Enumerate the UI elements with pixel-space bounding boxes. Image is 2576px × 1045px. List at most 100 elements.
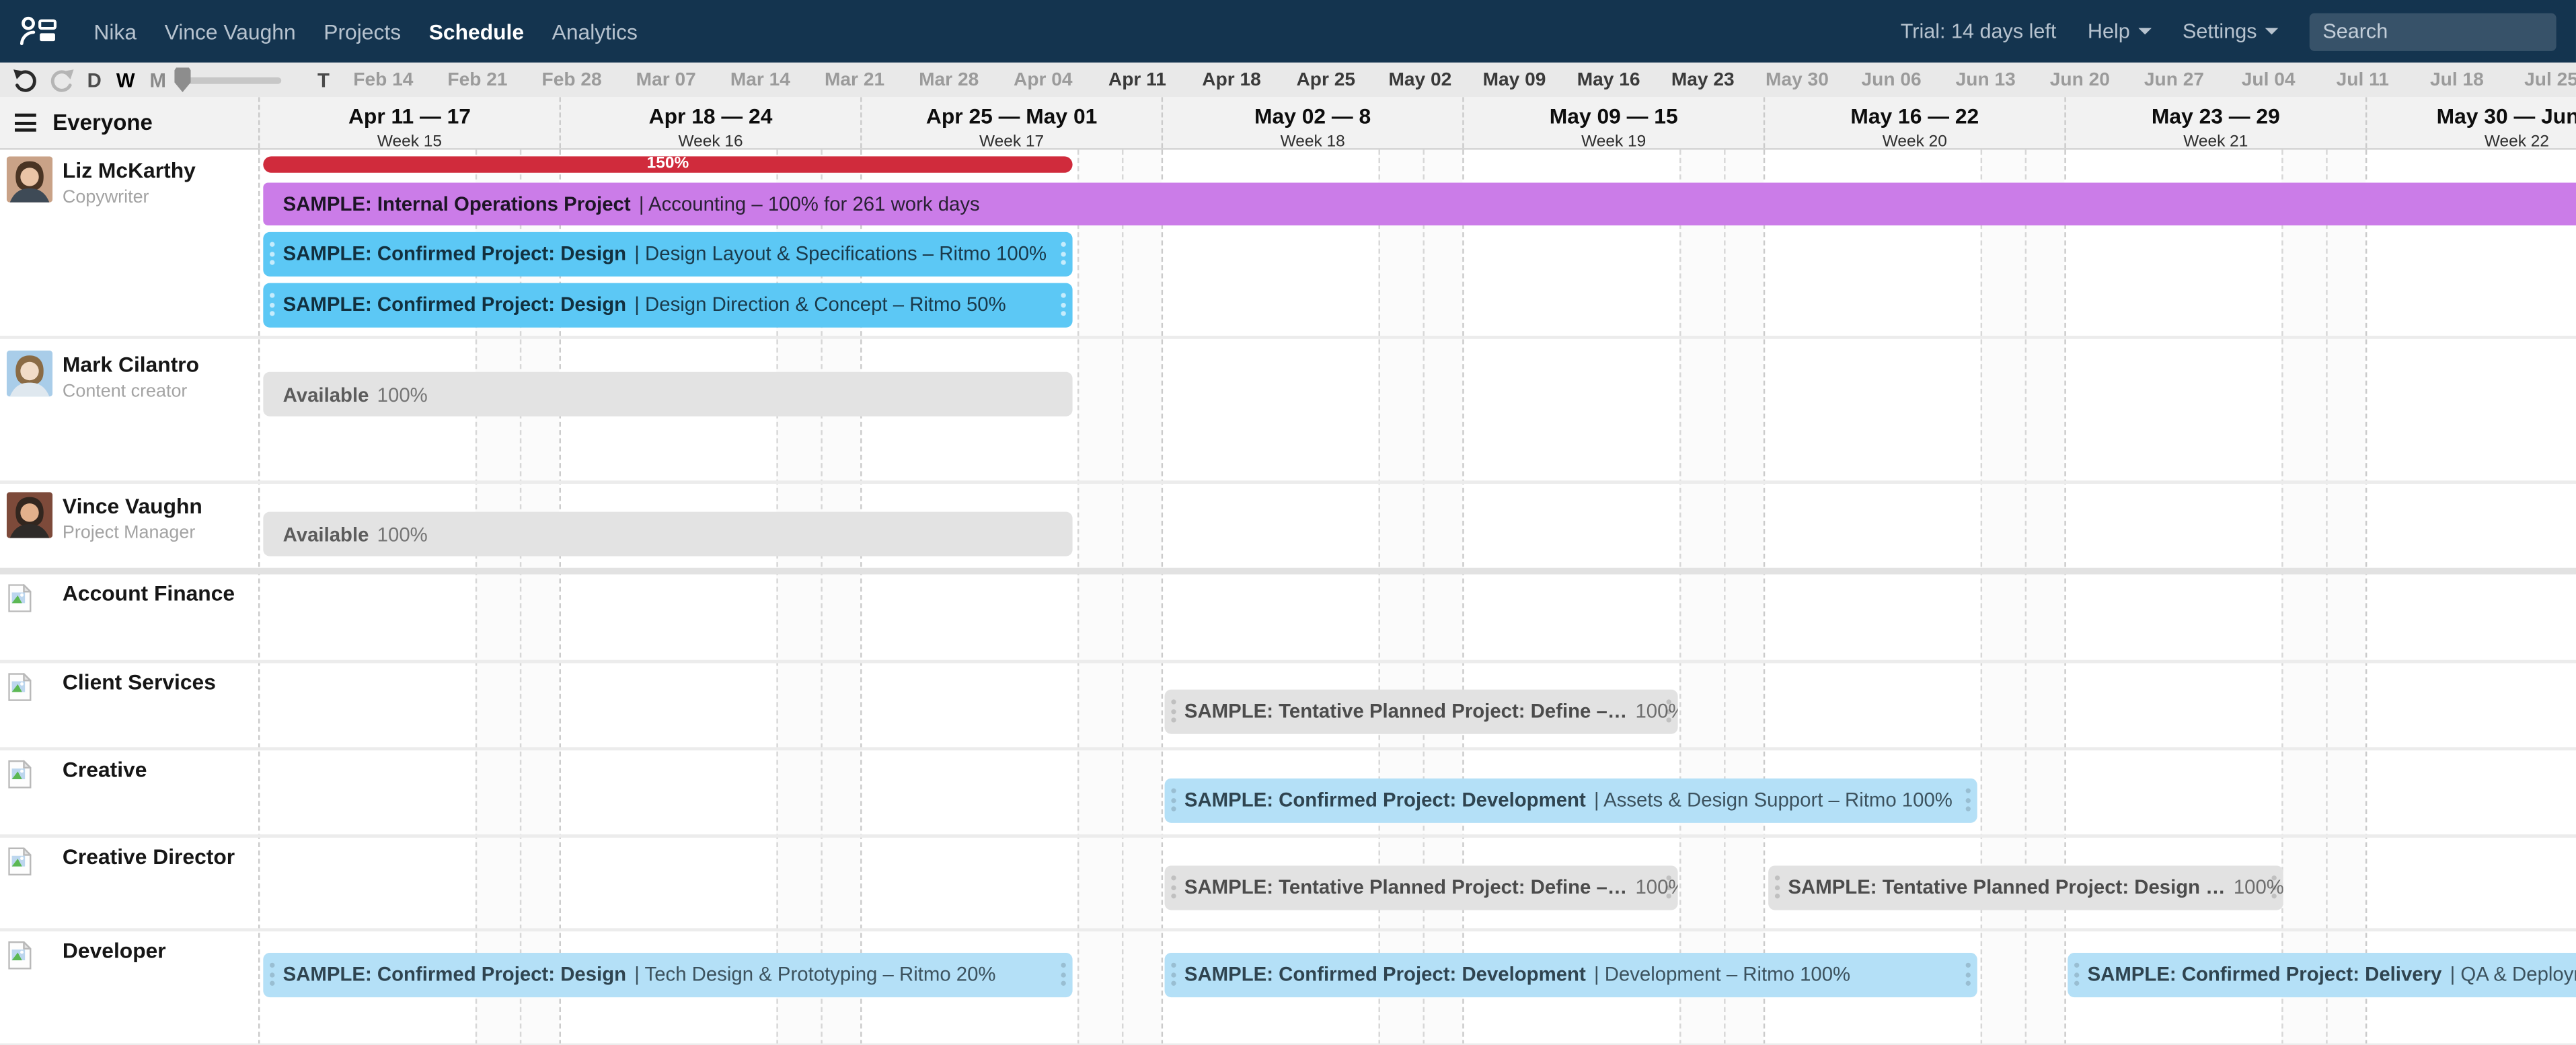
settings-menu[interactable]: Settings — [2183, 20, 2279, 43]
toolbar-date[interactable]: Jul 18 — [2430, 69, 2484, 90]
drag-handle-icon[interactable] — [270, 293, 275, 316]
toolbar-date[interactable]: Jul 25 — [2524, 69, 2576, 90]
toolbar-date[interactable]: May 23 — [1671, 69, 1735, 90]
week-number: Week 19 — [1581, 133, 1646, 149]
toolbar-date[interactable]: Apr 04 — [1014, 69, 1073, 90]
drag-handle-icon[interactable] — [1666, 699, 1671, 723]
week-number: Week 20 — [1882, 133, 1947, 149]
department-cell-client-services[interactable]: Client Services — [0, 663, 258, 747]
task-bar[interactable]: SAMPLE: Tentative Planned Project: Defin… — [1164, 865, 1678, 910]
toolbar-date[interactable]: Mar 07 — [636, 69, 696, 90]
task-bar[interactable]: SAMPLE: Confirmed Project: Development | … — [1164, 777, 1977, 822]
person-cell-liz-mckarthy[interactable]: Liz McKarthy Copywriter — [0, 150, 258, 335]
nav-item-projects[interactable]: Projects — [324, 19, 402, 44]
week-number: Week 17 — [979, 133, 1045, 149]
week-header: May 02 — 8 Week 18 — [1161, 98, 1463, 149]
nav-item-analytics[interactable]: Analytics — [552, 19, 638, 44]
toolbar-date[interactable]: May 30 — [1766, 69, 1829, 90]
drag-handle-icon[interactable] — [270, 962, 275, 986]
department-cell-creative[interactable]: Creative — [0, 750, 258, 834]
task-bar[interactable]: SAMPLE: Confirmed Project: Development | … — [1164, 951, 1977, 997]
chevron-down-icon — [2137, 28, 2152, 35]
drag-handle-icon[interactable] — [2271, 875, 2277, 899]
toolbar-date[interactable]: Mar 14 — [730, 69, 790, 90]
week-header: Apr 18 — 24 Week 16 — [559, 98, 861, 149]
toolbar-date[interactable]: Feb 21 — [447, 69, 508, 90]
task-bar[interactable]: SAMPLE: Tentative Planned Project: Desig… — [1768, 865, 2283, 910]
week-column — [2365, 149, 2576, 1045]
drag-handle-icon[interactable] — [2074, 962, 2080, 986]
availability-bar[interactable]: Available 100% — [263, 371, 1073, 417]
toolbar-date[interactable]: Jun 27 — [2144, 69, 2205, 90]
toolbar-date[interactable]: Mar 28 — [919, 69, 979, 90]
department-cell-account-finance[interactable]: Account Finance — [0, 573, 258, 659]
broken-image-icon — [8, 672, 33, 709]
schedule-row-creative-director: Creative Director SAMPLE: Tentative Plann… — [0, 837, 2576, 931]
group-selector[interactable]: Everyone — [0, 98, 258, 148]
drag-handle-icon[interactable] — [1171, 788, 1176, 812]
task-bar[interactable]: SAMPLE: Confirmed Project: Design | Desig… — [263, 282, 1073, 327]
view-mode-m[interactable]: M — [149, 68, 167, 92]
week-header: May 30 — Jun 0 Week 22 — [2365, 98, 2576, 149]
toolbar-date[interactable]: May 02 — [1388, 69, 1452, 90]
menu-icon[interactable] — [15, 113, 36, 133]
toolbar-date[interactable]: Apr 25 — [1296, 69, 1356, 90]
search-input[interactable] — [2309, 12, 2556, 50]
drag-handle-icon[interactable] — [1061, 962, 1066, 986]
toolbar-date[interactable]: Feb 28 — [541, 69, 602, 90]
toolbar-date[interactable]: Apr 18 — [1202, 69, 1261, 90]
app-logo-icon[interactable] — [20, 15, 57, 48]
toolbar-date[interactable]: Apr 11 — [1108, 69, 1166, 90]
department-name: Developer — [62, 937, 166, 962]
drag-handle-icon[interactable] — [1774, 875, 1780, 899]
drag-handle-icon[interactable] — [1061, 242, 1066, 265]
help-menu[interactable]: Help — [2088, 20, 2152, 43]
avatar — [6, 491, 53, 538]
department-cell-creative-director[interactable]: Creative Director — [0, 837, 258, 928]
view-mode-w[interactable]: W — [116, 68, 135, 92]
undo-icon[interactable] — [11, 66, 38, 92]
weekend-shade — [1679, 149, 1763, 1045]
toolbar-date[interactable]: Feb 14 — [353, 69, 414, 90]
toolbar-date[interactable]: Jun 13 — [1955, 69, 2016, 90]
department-cell-developer[interactable]: Developer — [0, 931, 258, 1042]
zoom-slider-track[interactable] — [179, 77, 282, 83]
drag-handle-icon[interactable] — [1171, 699, 1176, 723]
week-header: May 09 — 15 Week 19 — [1462, 98, 1764, 149]
view-mode-d[interactable]: D — [87, 68, 102, 92]
drag-handle-icon[interactable] — [1171, 962, 1176, 986]
redo-icon[interactable] — [49, 66, 75, 92]
schedule-row-liz-mckarthy: Liz McKarthy Copywriter 150% SAMPLE: Intern… — [0, 150, 2576, 338]
toolbar-date[interactable]: Mar 21 — [824, 69, 885, 90]
availability-bar[interactable]: Available 100% — [263, 511, 1073, 556]
task-bar[interactable]: SAMPLE: Confirmed Project: Delivery | QA … — [2068, 951, 2576, 997]
person-cell-vince-vaughn[interactable]: Vince Vaughn Project Manager — [0, 483, 258, 567]
zoom-slider[interactable] — [171, 63, 286, 98]
task-bar[interactable]: SAMPLE: Confirmed Project: Design | Tech … — [263, 951, 1073, 997]
task-bar[interactable]: SAMPLE: Tentative Planned Project: Defin… — [1164, 688, 1678, 733]
schedule-grid: Liz McKarthy Copywriter 150% SAMPLE: Intern… — [0, 149, 2576, 1045]
nav-item-schedule[interactable]: Schedule — [428, 19, 525, 44]
toolbar-date[interactable]: Jul 04 — [2241, 69, 2296, 90]
week-number: Week 22 — [2484, 133, 2549, 149]
drag-handle-icon[interactable] — [1965, 962, 1971, 986]
task-bar[interactable]: SAMPLE: Confirmed Project: Design | Desig… — [263, 231, 1073, 276]
nav-left: Nika Vince Vaughn Projects Schedule Analytic… — [20, 15, 638, 48]
drag-handle-icon[interactable] — [1061, 293, 1066, 316]
drag-handle-icon[interactable] — [1965, 788, 1971, 812]
drag-handle-icon[interactable] — [1666, 875, 1671, 899]
schedule-row-mark-cilantro: Mark Cilantro Content creator Available 100… — [0, 338, 2576, 483]
nav-item-vince-vaughn[interactable]: Vince Vaughn — [164, 19, 296, 44]
toolbar-date[interactable]: Jul 11 — [2336, 69, 2389, 90]
today-button[interactable]: T — [317, 68, 330, 92]
drag-handle-icon[interactable] — [1171, 875, 1176, 899]
nav-item-nika[interactable]: Nika — [93, 19, 137, 44]
person-cell-mark-cilantro[interactable]: Mark Cilantro Content creator — [0, 338, 258, 480]
toolbar-date[interactable]: May 16 — [1577, 69, 1640, 90]
overload-indicator[interactable]: 150% — [263, 156, 1073, 173]
toolbar-date[interactable]: May 09 — [1482, 69, 1546, 90]
toolbar-date[interactable]: Jun 20 — [2049, 69, 2110, 90]
toolbar-date[interactable]: Jun 06 — [1861, 69, 1922, 90]
task-bar[interactable]: SAMPLE: Internal Operations Project | Acc… — [263, 182, 2576, 226]
drag-handle-icon[interactable] — [270, 242, 275, 265]
